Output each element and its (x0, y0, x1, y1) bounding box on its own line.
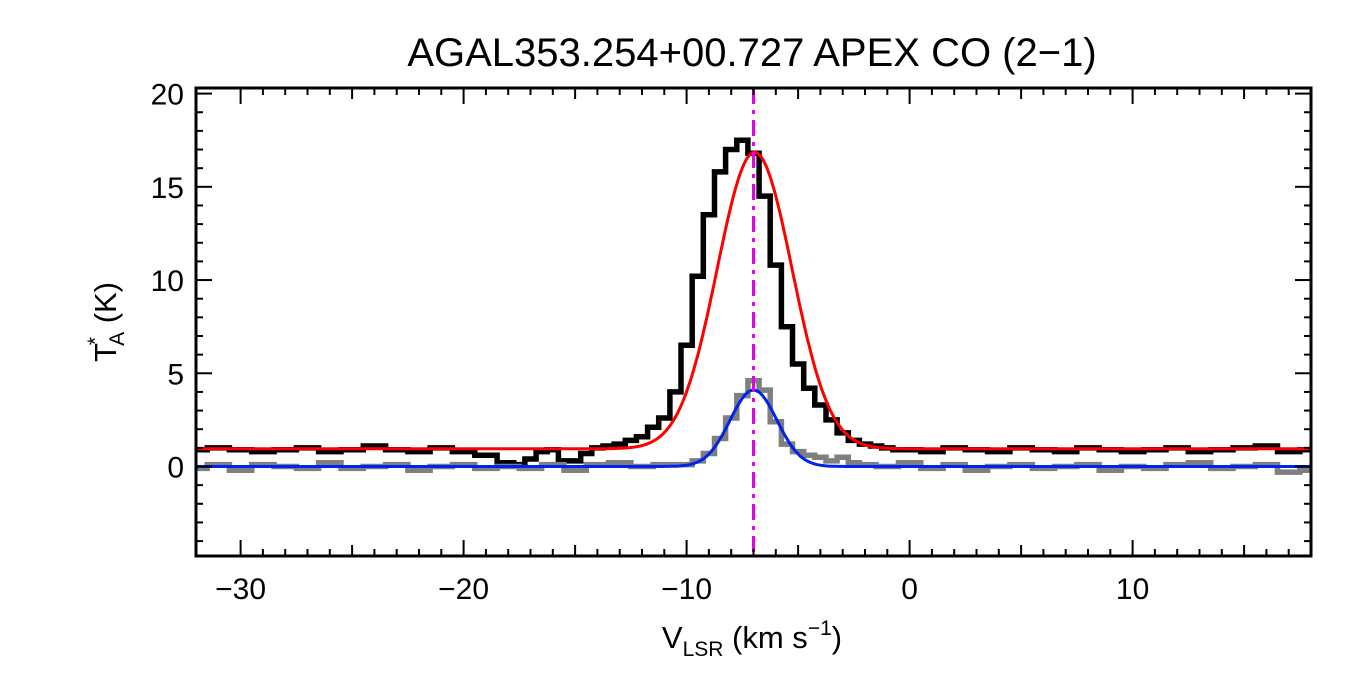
x-tick-label: 0 (901, 573, 918, 606)
x-tick-label: 10 (1116, 573, 1149, 606)
y-tick-label: 5 (167, 358, 184, 391)
y-axis-label: T*A (K) (84, 282, 129, 362)
x-tick-label: −10 (661, 573, 712, 606)
x-tick-label: −30 (215, 573, 266, 606)
y-tick-label: 10 (151, 265, 184, 298)
plot-area: −30 −20 −10 0 10 0 5 10 15 20 (151, 79, 1313, 606)
y-tick-label: 20 (151, 79, 184, 112)
x-axis-label: VLSR (km s−1) (662, 617, 842, 661)
x-tick-label: −20 (438, 573, 489, 606)
chart-title: AGAL353.254+00.727 APEX CO (2−1) (407, 31, 1096, 75)
y-tick-label: 0 (167, 452, 184, 485)
spectrum-series-1 (196, 377, 1311, 475)
y-tick-label: 15 (151, 172, 184, 205)
